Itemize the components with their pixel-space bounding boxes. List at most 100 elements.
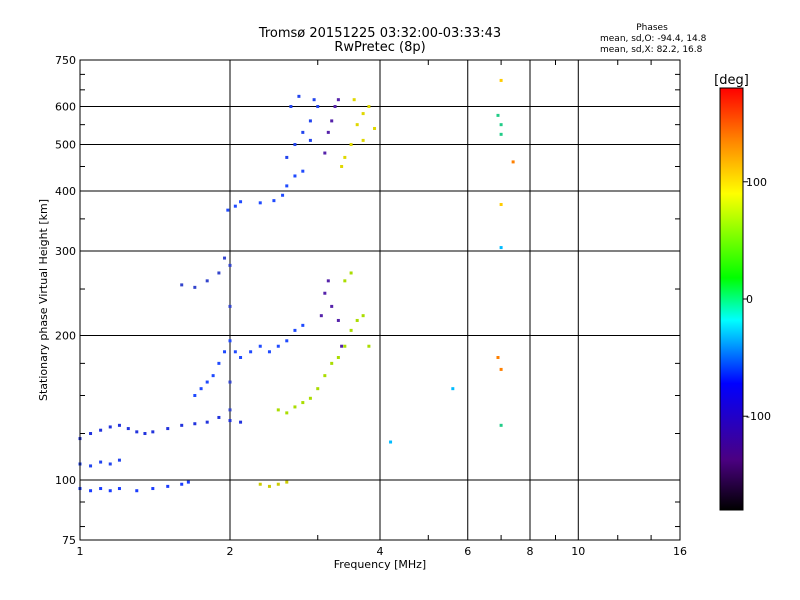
data-point bbox=[349, 328, 353, 332]
chart-subtitle: RwPretec (8p) bbox=[334, 40, 426, 55]
data-point bbox=[126, 427, 130, 431]
data-point bbox=[330, 361, 334, 365]
data-point bbox=[340, 164, 344, 168]
colorbar-label: [deg] bbox=[714, 73, 749, 88]
data-point bbox=[228, 263, 232, 267]
data-point bbox=[89, 489, 93, 493]
data-point bbox=[99, 487, 103, 491]
data-point bbox=[199, 387, 203, 391]
data-point bbox=[108, 489, 112, 493]
data-point bbox=[180, 482, 184, 486]
data-point bbox=[361, 138, 365, 142]
data-point bbox=[166, 427, 170, 431]
data-point bbox=[496, 113, 500, 117]
data-point bbox=[336, 355, 340, 359]
y-tick-label: 100 bbox=[55, 474, 76, 487]
data-point bbox=[308, 138, 312, 142]
x-tick-label: 1 bbox=[77, 545, 84, 558]
data-point bbox=[193, 422, 197, 426]
data-point bbox=[301, 130, 305, 134]
chart-title: Tromsø 20151225 03:32:00-03:33:43 bbox=[258, 26, 502, 41]
data-point bbox=[499, 132, 503, 136]
data-point bbox=[355, 123, 359, 127]
colorbar: [deg] -100 0 100 bbox=[714, 73, 771, 511]
y-tick-label: 300 bbox=[55, 245, 76, 258]
data-point bbox=[340, 344, 344, 348]
data-point bbox=[367, 105, 371, 109]
data-point bbox=[226, 208, 230, 212]
data-point bbox=[343, 155, 347, 159]
data-point bbox=[316, 105, 320, 109]
y-tick-labels: 75 100 200 300 400 500 600 750 bbox=[55, 54, 76, 547]
data-point bbox=[276, 408, 280, 412]
data-point bbox=[323, 151, 327, 155]
data-point bbox=[276, 482, 280, 486]
data-point bbox=[272, 199, 276, 203]
data-point bbox=[193, 394, 197, 398]
data-point bbox=[316, 387, 320, 391]
data-point bbox=[373, 126, 377, 130]
data-point bbox=[205, 380, 209, 384]
colorbar-ticks: -100 0 100 bbox=[743, 176, 771, 423]
data-point bbox=[361, 314, 365, 318]
data-point bbox=[285, 411, 289, 415]
data-point bbox=[499, 367, 503, 371]
data-point bbox=[367, 344, 371, 348]
data-point bbox=[451, 387, 455, 391]
data-point bbox=[301, 323, 305, 327]
colorbar-tick-label: 0 bbox=[746, 293, 753, 306]
data-point bbox=[228, 304, 232, 308]
data-point bbox=[499, 123, 503, 127]
x-tick-label: 8 bbox=[527, 545, 534, 558]
data-point bbox=[389, 440, 393, 444]
data-point bbox=[355, 318, 359, 322]
colorbar-tick-label: -100 bbox=[746, 410, 771, 423]
data-point bbox=[285, 339, 289, 343]
data-point bbox=[499, 202, 503, 206]
phases-stats-header: Phases bbox=[636, 23, 668, 33]
data-point bbox=[511, 160, 515, 164]
data-point bbox=[297, 94, 301, 98]
phases-stats-x: mean, sd,X: 82.2, 16.8 bbox=[600, 45, 703, 55]
data-point bbox=[308, 396, 312, 400]
x-tick-label: 4 bbox=[377, 545, 384, 558]
x-tick-labels: 1 2 4 6 8 10 16 bbox=[77, 545, 688, 558]
y-tick-label: 500 bbox=[55, 139, 76, 152]
data-point bbox=[166, 484, 170, 488]
data-point bbox=[258, 482, 262, 486]
data-point bbox=[108, 425, 112, 429]
data-point bbox=[285, 480, 289, 484]
data-point bbox=[276, 344, 280, 348]
data-point bbox=[499, 78, 503, 82]
data-point bbox=[135, 489, 139, 493]
data-point bbox=[343, 279, 347, 283]
x-tick-label: 6 bbox=[464, 545, 471, 558]
data-point bbox=[211, 374, 215, 378]
data-point bbox=[323, 374, 327, 378]
data-point bbox=[293, 328, 297, 332]
phases-stats-o: mean, sd,O: -94.4, 14.8 bbox=[600, 34, 707, 44]
data-point bbox=[496, 355, 500, 359]
data-point bbox=[336, 98, 340, 102]
y-tick-label: 200 bbox=[55, 330, 76, 343]
data-point bbox=[228, 339, 232, 343]
data-point bbox=[267, 484, 271, 488]
data-point bbox=[89, 464, 93, 468]
data-point bbox=[326, 130, 330, 134]
data-point bbox=[89, 432, 93, 436]
y-tick-label: 75 bbox=[62, 534, 76, 547]
data-point bbox=[301, 401, 305, 405]
x-tick-label: 10 bbox=[571, 545, 585, 558]
data-point bbox=[293, 143, 297, 147]
x-tick-label: 16 bbox=[673, 545, 687, 558]
data-point bbox=[249, 350, 253, 354]
colorbar-gradient bbox=[719, 87, 744, 511]
colorbar-tick-label: 100 bbox=[746, 176, 767, 189]
data-point bbox=[205, 279, 209, 283]
data-point bbox=[267, 350, 271, 354]
data-point bbox=[323, 291, 327, 295]
data-point bbox=[239, 355, 243, 359]
data-point bbox=[143, 432, 147, 436]
data-point bbox=[239, 200, 243, 204]
